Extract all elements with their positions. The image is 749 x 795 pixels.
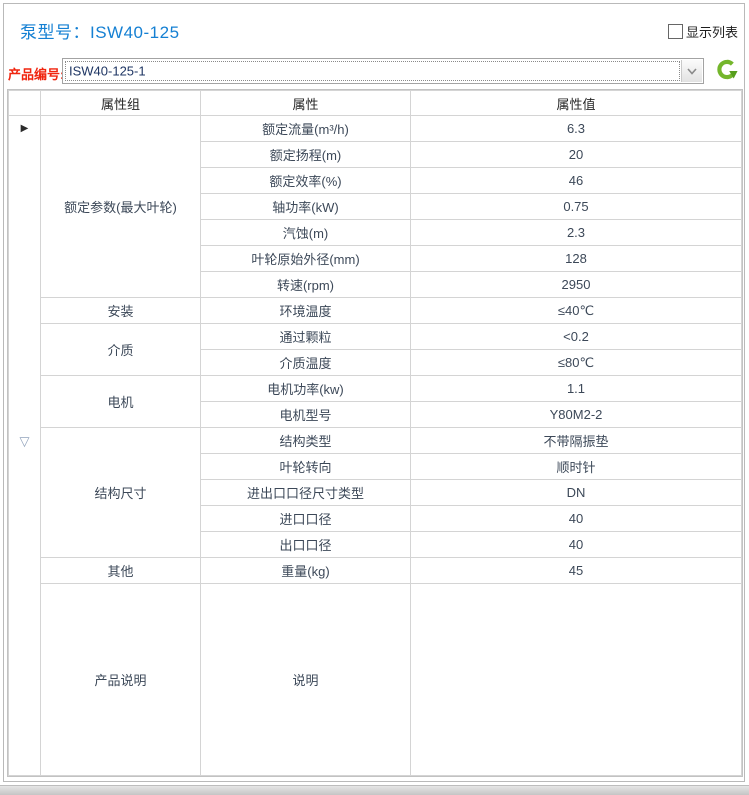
attribute-cell[interactable]: 出口口径 [200,531,411,558]
attribute-group-cell[interactable]: 额定参数(最大叶轮) [40,115,201,298]
page-title: 泵型号：ISW40-125 [20,23,180,42]
attribute-value-cell[interactable]: Y80M2-2 [410,401,742,428]
attribute-cell[interactable]: 电机型号 [200,401,411,428]
grid-header-row: 属性组 属性 属性值 [8,90,742,116]
attribute-cell[interactable]: 结构类型 [200,427,411,454]
combo-dropdown-button[interactable] [681,60,702,82]
grid-header-attribute-value[interactable]: 属性值 [410,90,742,116]
attribute-value-cell[interactable]: 20 [410,141,742,168]
refresh-icon [714,57,739,87]
grid-header-attribute[interactable]: 属性 [200,90,411,116]
table-row: 电机型号 Y80M2-2 [9,401,742,428]
product-code-combobox[interactable]: ISW40-125-1 [62,58,704,84]
grid-header-attribute-group[interactable]: 属性组 [40,90,201,116]
table-row: 结构尺寸 结构类型 不带隔振垫 [9,427,742,558]
attribute-group-cell[interactable]: 结构尺寸 [40,427,201,558]
attribute-cell[interactable]: 转速(rpm) [200,271,411,298]
attribute-value-cell[interactable]: 顺时针 [410,453,742,480]
attribute-cell[interactable]: 汽蚀(m) [200,219,411,246]
attribute-value-cell[interactable]: 不带隔振垫 [410,427,742,454]
attributes-grid: 属性组 属性 属性值 ▶ ▽ 额定参数(最大叶轮) 额定流量(m³/h) 6.3 额定扬程… [7,89,743,777]
expanded-row-marker-icon: ▽ [19,433,30,449]
attribute-group-cell[interactable]: 电机 [40,375,201,428]
show-list-checkbox[interactable] [667,24,683,39]
attribute-cell[interactable]: 环境温度 [200,297,411,324]
attribute-cell[interactable]: 重量(kg) [200,557,411,584]
combo-focus-rect [65,61,680,81]
attribute-cell[interactable]: 进出口口径尺寸类型 [200,479,411,506]
attribute-cell[interactable]: 额定扬程(m) [200,141,411,168]
row-selector-column[interactable]: ▶ ▽ [8,115,41,776]
attribute-cell[interactable]: 叶轮转向 [200,453,411,480]
attribute-cell[interactable]: 叶轮原始外径(mm) [200,245,411,272]
current-row-arrow-icon: ▶ [20,123,29,134]
attribute-cell[interactable]: 说明 [200,583,411,776]
combo-selected-value: ISW40-125-1 [69,63,146,79]
show-list-control[interactable]: 显示列表 [667,22,738,41]
attribute-group-cell[interactable]: 其他 [40,557,201,584]
table-row: 介质 通过颗粒 <0.2 [9,323,742,376]
refresh-button[interactable] [712,58,740,86]
attribute-cell[interactable]: 轴功率(kW) [200,193,411,220]
table-row: 其他 重量(kg) 45 [9,557,742,584]
table-row: 介质温度 ≤80℃ [9,349,742,376]
grid-body: ▶ ▽ 额定参数(最大叶轮) 额定流量(m³/h) 6.3 额定扬程(m) 20 额定效率(%… [8,115,742,776]
table-row: 电机 电机功率(kw) 1.1 [9,375,742,428]
attribute-group-cell[interactable]: 产品说明 [40,583,201,776]
attribute-value-cell[interactable]: 45 [410,557,742,584]
attribute-value-cell[interactable]: 46 [410,167,742,194]
attribute-value-cell[interactable]: 0.75 [410,193,742,220]
attribute-value-cell[interactable]: 128 [410,245,742,272]
attribute-cell[interactable]: 额定效率(%) [200,167,411,194]
attribute-group-cell[interactable]: 安装 [40,297,201,324]
table-row: 叶轮原始外径(mm) 128 [9,245,742,272]
attribute-value-cell[interactable]: <0.2 [410,323,742,350]
attribute-value-cell[interactable]: 6.3 [410,115,742,142]
attribute-value-cell[interactable]: 1.1 [410,375,742,402]
attribute-cell[interactable]: 额定流量(m³/h) [200,115,411,142]
attribute-value-cell[interactable]: 2.3 [410,219,742,246]
table-row: 额定扬程(m) 20 [9,141,742,168]
attribute-cell[interactable]: 通过颗粒 [200,323,411,350]
attribute-cell[interactable]: 介质温度 [200,349,411,376]
table-row: 产品说明 说明 [9,583,742,776]
grid-header-selector [8,90,41,116]
product-code-label: 产品编号: [8,67,65,82]
attribute-value-cell[interactable]: ≤40℃ [410,297,742,324]
table-row: 进口口径 40 [9,505,742,532]
table-row: 转速(rpm) 2950 [9,271,742,298]
attribute-cell[interactable]: 进口口径 [200,505,411,532]
attribute-value-cell[interactable]: 2950 [410,271,742,298]
table-row: 出口口径 40 [9,531,742,558]
bottom-edge-strip [0,785,749,795]
attribute-group-cell[interactable]: 介质 [40,323,201,376]
attribute-value-cell[interactable] [410,583,742,776]
table-row: 额定效率(%) 46 [9,167,742,194]
table-row: ▶ ▽ 额定参数(最大叶轮) 额定流量(m³/h) 6.3 [8,115,742,776]
attribute-value-cell[interactable]: 40 [410,505,742,532]
table-row: 轴功率(kW) 0.75 [9,193,742,220]
show-list-label: 显示列表 [685,25,738,40]
attribute-value-cell[interactable]: DN [410,479,742,506]
chevron-down-icon [687,62,697,80]
attribute-cell[interactable]: 电机功率(kw) [200,375,411,402]
table-row: 安装 环境温度 ≤40℃ [9,297,742,324]
table-row: 叶轮转向 顺时针 [9,453,742,480]
table-row: 汽蚀(m) 2.3 [9,219,742,246]
table-row: 进出口口径尺寸类型 DN [9,479,742,506]
attribute-value-cell[interactable]: ≤80℃ [410,349,742,376]
attribute-value-cell[interactable]: 40 [410,531,742,558]
